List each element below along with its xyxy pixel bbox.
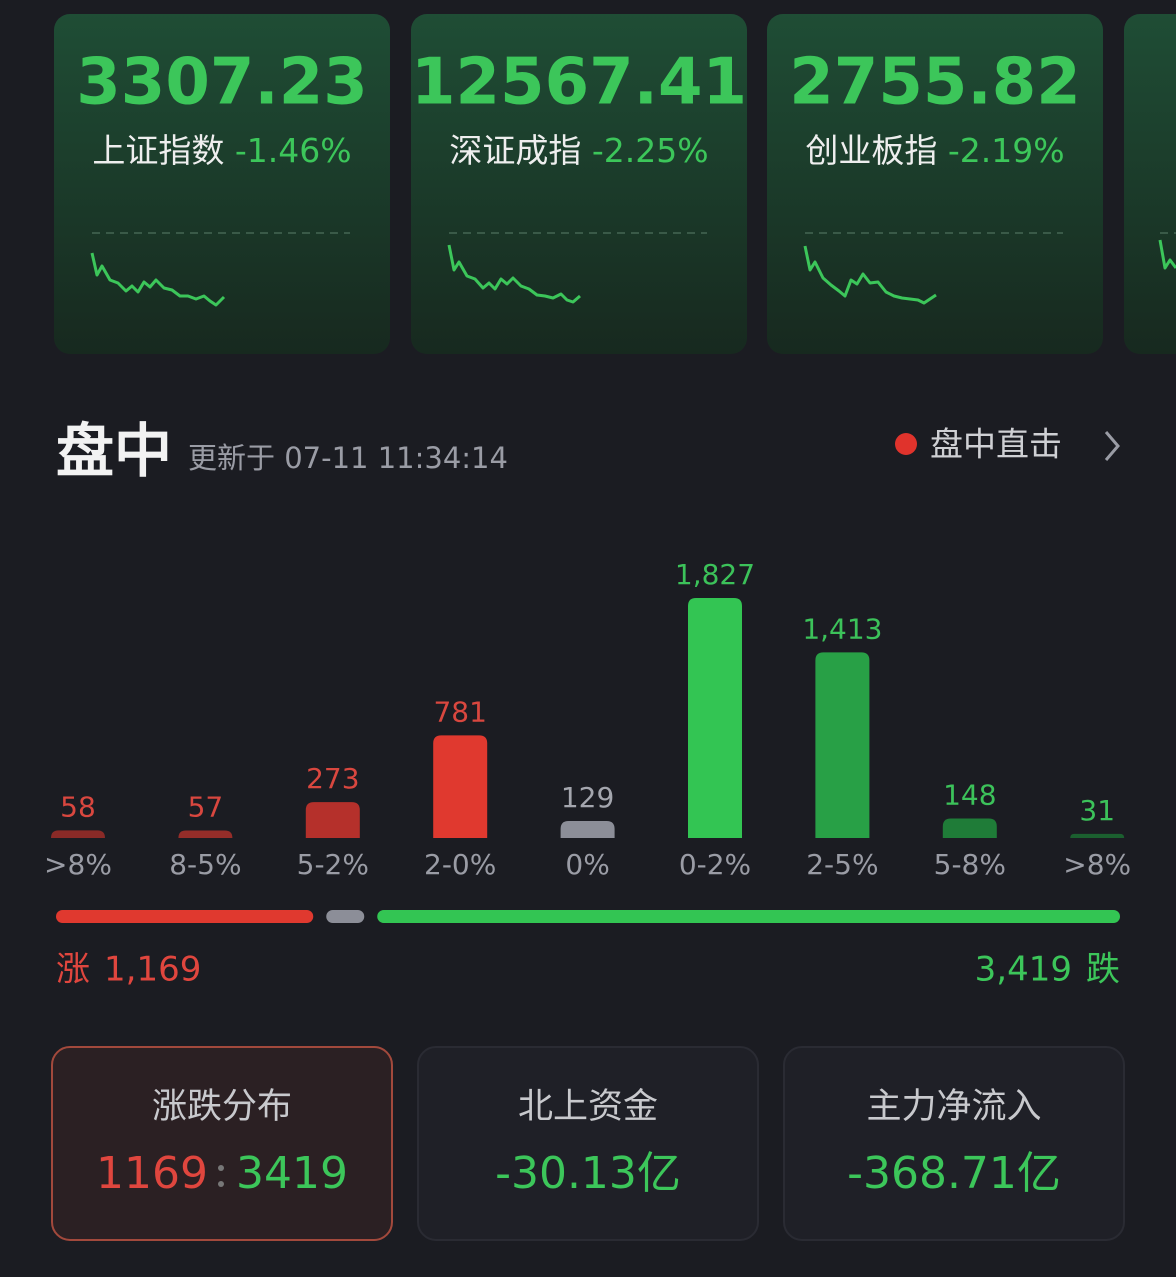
stat-title: 涨跌分布: [152, 1087, 292, 1127]
bar: [305, 802, 360, 838]
bar-value-label: 129: [561, 781, 614, 814]
index-card[interactable]: [411, 14, 747, 354]
stat-fall: 3419: [236, 1148, 348, 1199]
rise-count: 1,169: [104, 950, 201, 990]
x-tick-label: 0-2%: [679, 848, 751, 881]
sparklines: [90, 239, 1176, 307]
bar-value-label: 57: [188, 791, 224, 824]
x-tick-label: 5-2%: [297, 848, 369, 881]
index-value: 2755.82: [789, 46, 1081, 120]
index-value: 12567.41: [411, 46, 747, 120]
index-label: 深证成指 -2.25%: [449, 131, 708, 170]
bar-value-label: 31: [1079, 794, 1115, 827]
bar: [942, 818, 997, 838]
stat-card[interactable]: [51, 1046, 393, 1241]
rise-label: 涨: [56, 950, 90, 990]
index-card[interactable]: [1124, 14, 1176, 354]
index-name: 上证指数: [92, 131, 224, 170]
x-tick-label: 5-8%: [934, 848, 1006, 881]
bar-value-label: 781: [433, 695, 486, 728]
bar: [688, 598, 742, 838]
bar-value-label: 148: [943, 779, 996, 812]
index-change: -1.46%: [235, 131, 352, 170]
live-dot: [895, 433, 917, 455]
x-tick-label: 8-5%: [169, 848, 241, 881]
stat-title: 北上资金: [518, 1087, 658, 1127]
index-value: 3307.23: [76, 46, 368, 120]
index-change: -2.19%: [948, 131, 1065, 170]
separator-dot: [218, 1181, 224, 1187]
bar-value-label: 1,827: [675, 558, 755, 591]
bar-value-label: 273: [306, 762, 359, 795]
fall-count: 3,419: [975, 950, 1072, 990]
stat-title: 主力净流入: [866, 1087, 1041, 1127]
section-title: 盘中: [56, 417, 172, 485]
fall-label: 跌: [1086, 950, 1120, 990]
flat-proportion: [326, 910, 365, 923]
x-tick-label: 2-5%: [806, 848, 878, 881]
x-tick-label: >8%: [1063, 848, 1131, 881]
fall-proportion: [377, 910, 1120, 923]
index-label: 上证指数 -1.46%: [92, 131, 351, 170]
index-change: -2.25%: [592, 131, 709, 170]
bar: [815, 652, 870, 838]
live-link[interactable]: 盘中直击: [930, 425, 1062, 464]
x-tick-label: 2-0%: [424, 848, 496, 881]
index-label: 创业板指 -2.19%: [805, 131, 1064, 170]
bar-value-label: 1,413: [802, 612, 882, 645]
stat-card[interactable]: [783, 1046, 1125, 1241]
update-time: 更新于 07-11 11:34:14: [188, 441, 508, 475]
stat-rise: 1169: [96, 1148, 208, 1199]
x-tick-label: >8%: [44, 848, 112, 881]
index-card[interactable]: [54, 14, 390, 354]
stat-value: -368.71亿: [847, 1148, 1061, 1199]
bar: [51, 830, 105, 838]
stat-value: -30.13亿: [495, 1148, 681, 1199]
bar-value-label: 58: [60, 790, 96, 823]
bar: [560, 821, 615, 838]
bar: [433, 735, 488, 838]
bar: [178, 830, 233, 838]
bar: [1070, 833, 1125, 838]
index-card[interactable]: [767, 14, 1103, 354]
separator-dot: [218, 1165, 224, 1171]
x-tick-label: 0%: [565, 848, 609, 881]
index-name: 创业板指: [805, 131, 937, 170]
rise-proportion: [56, 910, 314, 923]
index-name: 深证成指: [449, 131, 581, 170]
chevron[interactable]: [1104, 431, 1120, 461]
stat-card[interactable]: [417, 1046, 759, 1241]
